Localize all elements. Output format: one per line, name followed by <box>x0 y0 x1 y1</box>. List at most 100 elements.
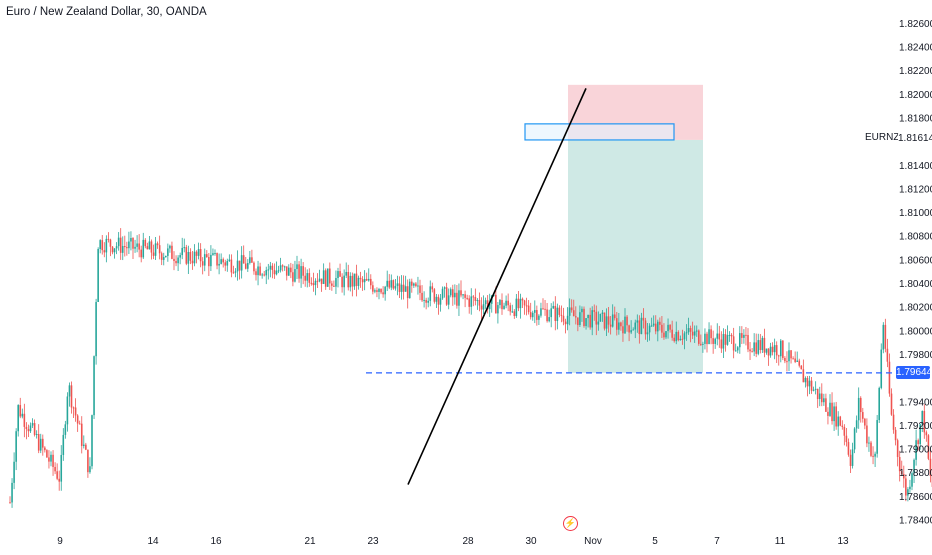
target-price-tag[interactable]: 1.79644 <box>896 366 930 379</box>
candle-body <box>854 428 856 449</box>
candle-body <box>132 238 134 249</box>
candle-body <box>372 285 374 291</box>
candle-body <box>858 398 860 420</box>
candle-body <box>518 299 520 308</box>
candle-body <box>9 502 11 503</box>
price-tick-label: 1.82400 <box>899 43 932 54</box>
candle-body <box>833 406 835 421</box>
candle-body <box>284 266 286 267</box>
candle-body <box>708 329 710 344</box>
candle-body <box>641 318 643 334</box>
candle-body <box>192 261 194 264</box>
candle-body <box>530 312 532 317</box>
candle-body <box>710 329 712 338</box>
candle-body <box>702 344 704 345</box>
candle-body <box>659 322 661 325</box>
candle-body <box>179 255 181 257</box>
candle-body <box>220 259 222 264</box>
candle-body <box>657 322 659 332</box>
candle-body <box>764 338 766 353</box>
candle-body <box>448 295 450 304</box>
candle-body <box>237 261 239 272</box>
candle-body <box>868 443 870 444</box>
chart-title: Euro / New Zealand Dollar, 30, OANDA <box>6 6 207 18</box>
candle-body <box>499 300 501 305</box>
candle-body <box>83 445 85 446</box>
candle-body <box>729 335 731 336</box>
candle-body <box>827 412 829 416</box>
candle-body <box>145 240 147 246</box>
candle-body <box>290 268 292 273</box>
lightning-icon[interactable]: ⚡ <box>563 516 578 531</box>
candle-body <box>423 300 425 301</box>
candle-body <box>169 246 171 249</box>
candle-body <box>815 389 817 390</box>
candle-body <box>784 358 786 361</box>
candle-body <box>805 378 807 382</box>
candle-body <box>69 385 71 396</box>
candle-body <box>434 289 436 301</box>
candle-body <box>665 331 667 337</box>
candle-body <box>751 351 753 352</box>
price-tick-label: 1.81000 <box>899 208 932 219</box>
candle-body <box>823 398 825 402</box>
price-tick-label: 1.78600 <box>899 492 932 503</box>
candle-body <box>347 272 349 287</box>
candle-body <box>333 286 335 287</box>
candle-body <box>374 290 376 291</box>
candle-body <box>218 264 220 266</box>
candle-body <box>874 454 876 457</box>
candle-body <box>755 342 757 353</box>
candle-body <box>807 378 809 386</box>
candle-body <box>257 266 259 275</box>
candle-body <box>181 248 183 255</box>
candle-body <box>241 255 243 270</box>
candle-body <box>263 274 265 275</box>
candle-body <box>438 297 440 305</box>
candle-body <box>227 261 229 266</box>
candle-body <box>614 314 616 318</box>
candle-body <box>216 253 218 266</box>
entry-range-box[interactable] <box>525 124 674 140</box>
time-tick-label: Nov <box>584 536 602 547</box>
candle-body <box>745 335 747 336</box>
candle-body <box>727 335 729 345</box>
candle-body <box>534 310 536 313</box>
candle-series <box>9 85 932 508</box>
candle-body <box>548 317 550 321</box>
candle-body <box>684 333 686 339</box>
candle-body <box>866 426 868 444</box>
candle-body <box>99 240 101 249</box>
candle-body <box>200 249 202 261</box>
candle-body <box>782 341 784 358</box>
candle-body <box>596 312 598 325</box>
candle-body <box>79 423 81 424</box>
candle-body <box>774 345 776 352</box>
candle-body <box>860 398 862 412</box>
price-tick-label: 1.82200 <box>899 66 932 77</box>
candle-body <box>235 271 237 272</box>
candle-body <box>712 338 714 344</box>
candle-body <box>436 297 438 302</box>
candle-body <box>454 293 456 297</box>
candle-body <box>208 257 210 266</box>
trendline[interactable] <box>408 88 586 484</box>
candle-body <box>89 466 91 472</box>
candle-body <box>138 243 140 249</box>
candle-body <box>852 449 854 466</box>
candle-body <box>653 324 655 326</box>
candle-body <box>13 462 15 483</box>
candle-body <box>776 345 778 355</box>
price-axis[interactable]: 1.826001.824001.822001.820001.818001.814… <box>899 19 932 527</box>
candle-body <box>17 405 19 431</box>
candle-body <box>821 393 823 402</box>
candle-body <box>188 252 190 264</box>
candle-body <box>926 432 928 435</box>
candle-body <box>239 261 241 271</box>
candle-body <box>91 415 93 466</box>
candle-body <box>317 281 319 282</box>
candle-body <box>97 249 99 302</box>
